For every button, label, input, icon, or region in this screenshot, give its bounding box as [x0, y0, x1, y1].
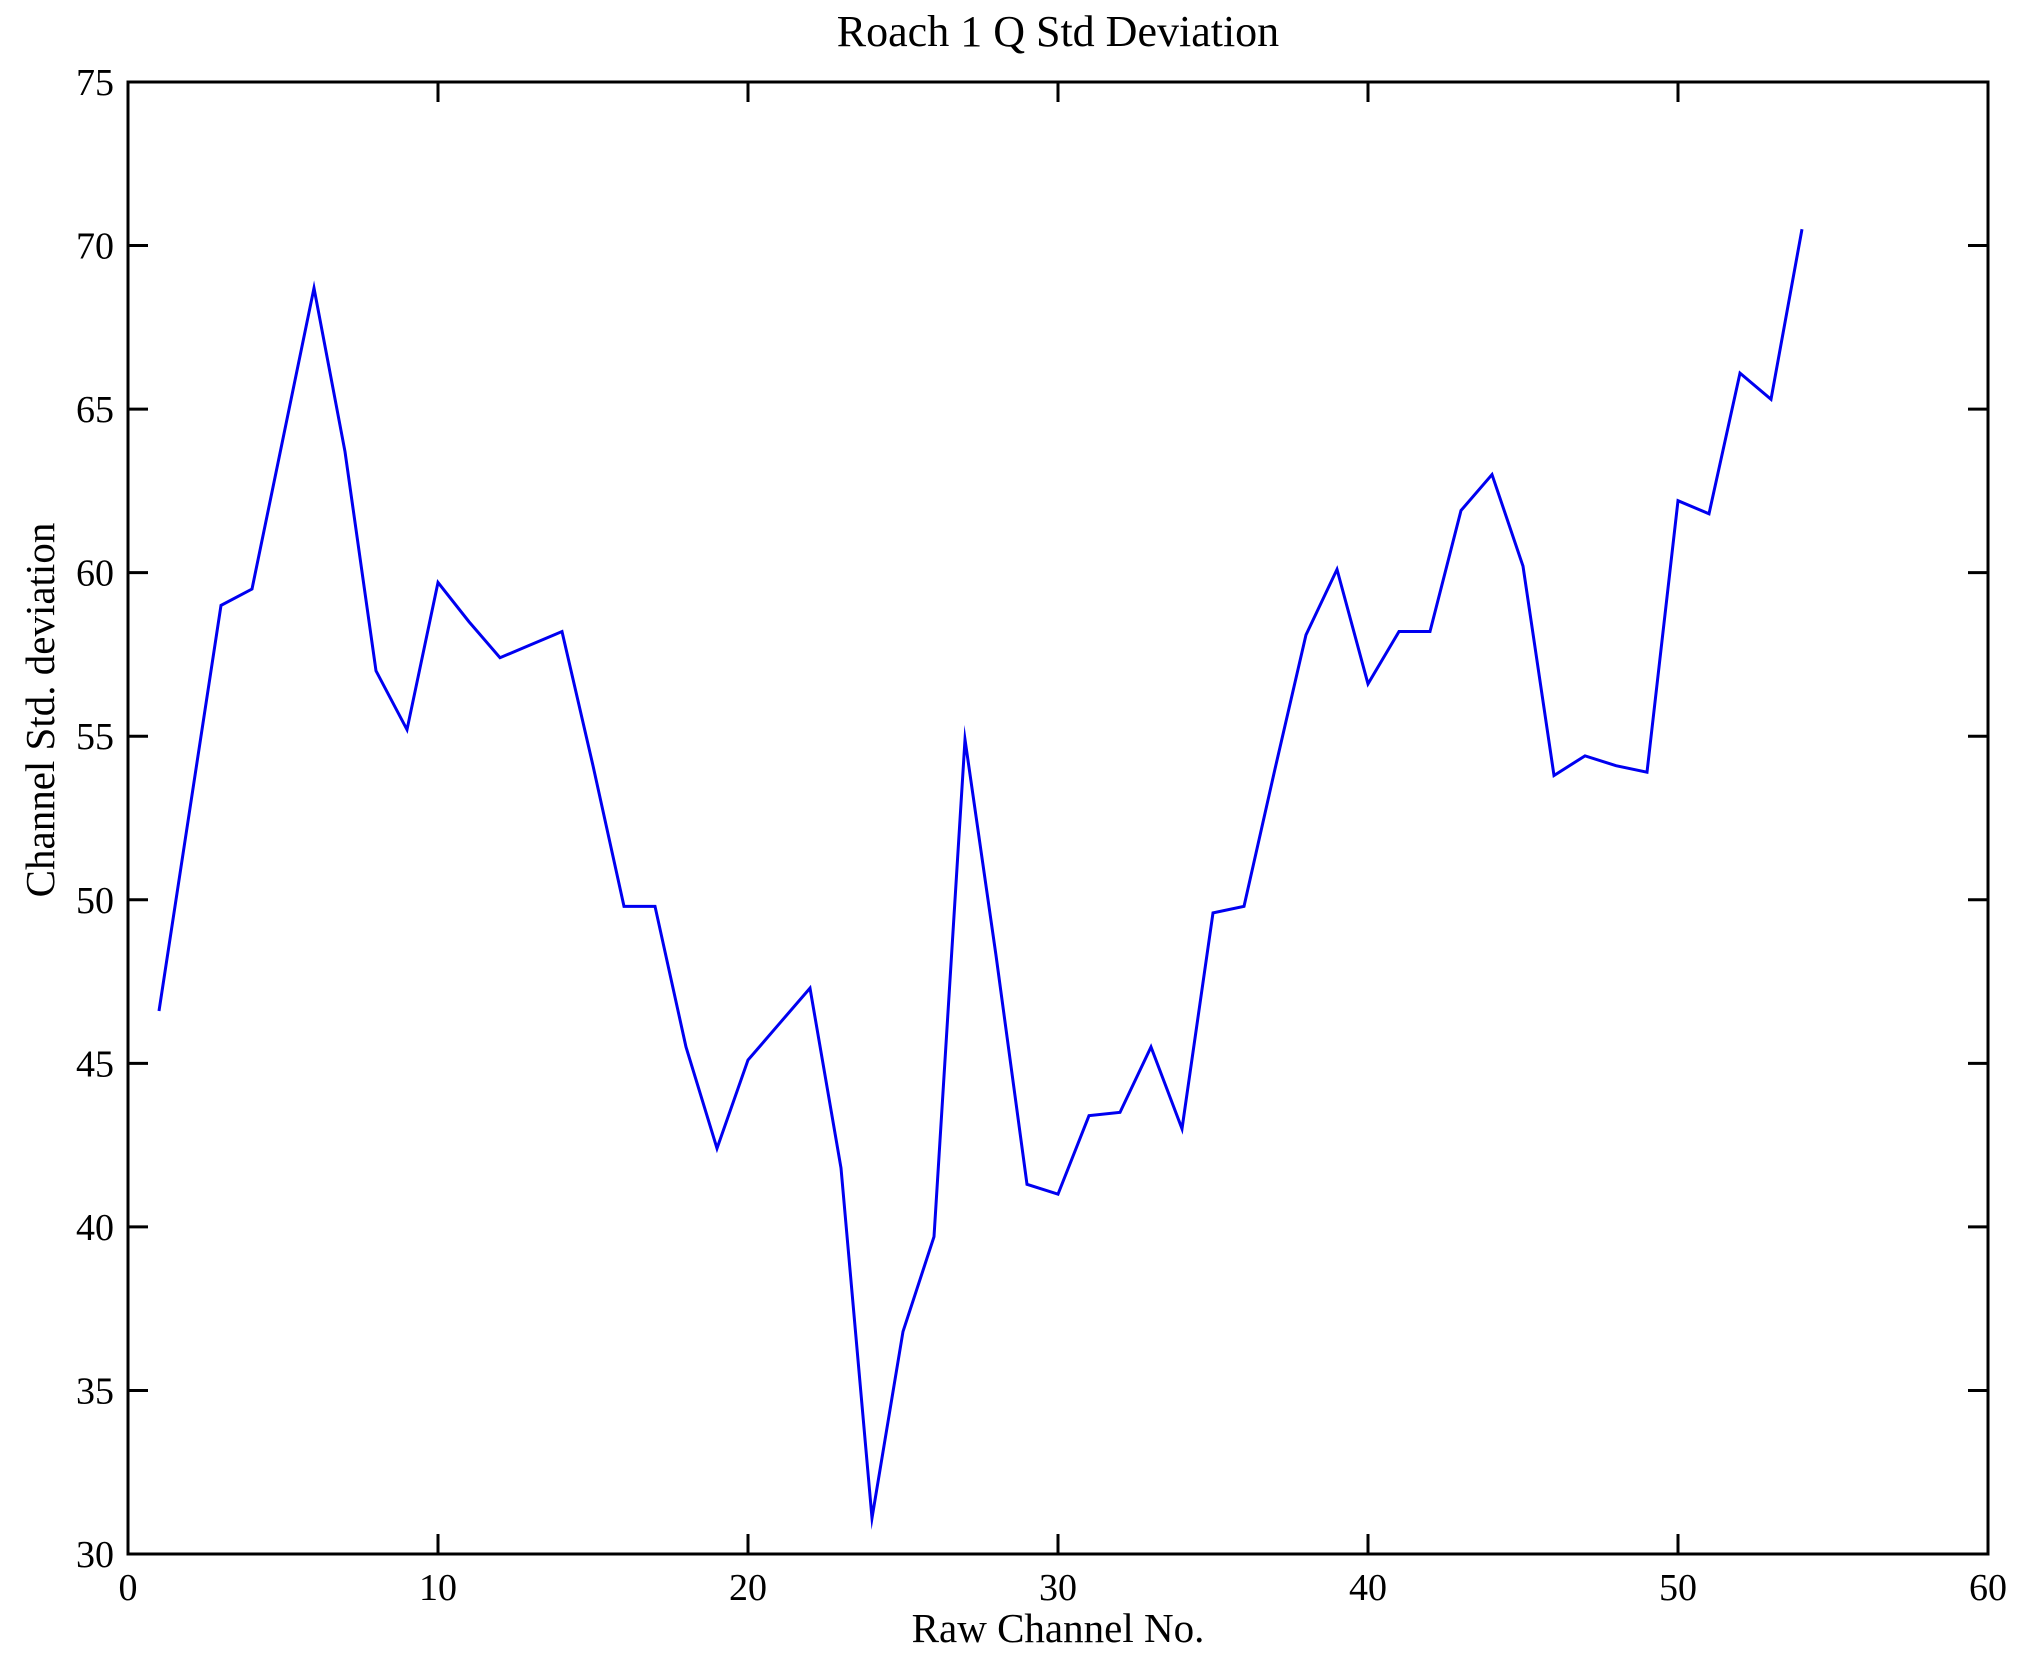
y-tick-label: 45: [76, 1043, 114, 1085]
x-tick-label: 20: [729, 1567, 767, 1609]
y-axis-label: Channel Std. deviation: [17, 522, 63, 898]
x-tick-label: 60: [1969, 1567, 2007, 1609]
y-tick-label: 75: [76, 62, 114, 104]
y-tick-label: 30: [76, 1534, 114, 1576]
x-tick-label: 40: [1349, 1567, 1387, 1609]
y-tick-label: 65: [76, 389, 114, 431]
x-tick-label: 50: [1659, 1567, 1697, 1609]
y-tick-label: 50: [76, 880, 114, 922]
y-tick-label: 35: [76, 1370, 114, 1412]
x-tick-label: 10: [419, 1567, 457, 1609]
x-tick-label: 30: [1039, 1567, 1077, 1609]
chart-title: Roach 1 Q Std Deviation: [836, 7, 1280, 56]
y-tick-label: 55: [76, 716, 114, 758]
y-tick-label: 60: [76, 553, 114, 595]
plot-frame: [126, 80, 1990, 1556]
y-tick-label: 70: [76, 226, 114, 268]
data-line: [157, 228, 1804, 1530]
y-tick-label: 40: [76, 1207, 114, 1249]
x-tick-label: 0: [119, 1567, 138, 1609]
x-axis-label: Raw Channel No.: [911, 1605, 1205, 1651]
